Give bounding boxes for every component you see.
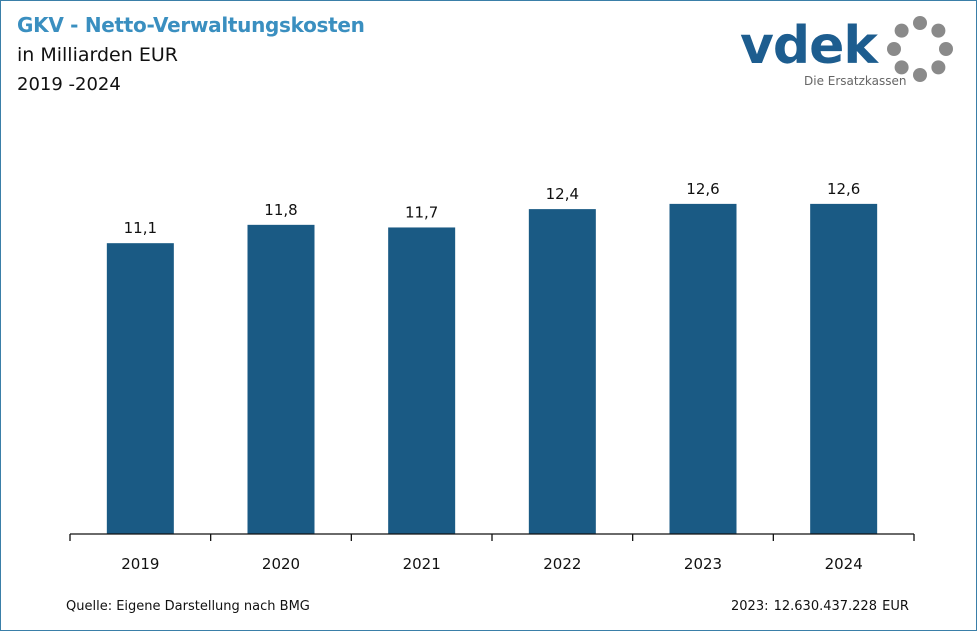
logo-ring-dot [931,23,946,38]
data-label: 11,1 [124,219,157,237]
x-tick-label: 2022 [543,555,581,573]
data-label: 12,6 [686,180,719,198]
logo-ring-dot [913,68,927,82]
bar-2023 [669,203,737,534]
data-label: 11,8 [264,201,297,219]
x-tick-label: 2020 [262,555,300,573]
source-note: Quelle: Eigene Darstellung nach BMG [66,599,310,614]
x-tick-label: 2019 [121,555,159,573]
bar-2021 [388,227,456,534]
bar-2020 [247,224,315,534]
logo-ring-dot [887,42,901,56]
data-label: 12,4 [546,185,579,203]
bar-2022 [528,209,596,534]
data-label: 12,6 [827,180,860,198]
chart-title: GKV - Netto-Verwaltungskosten [17,13,365,37]
x-tick-label: 2021 [403,555,441,573]
x-tick-label: 2024 [825,555,863,573]
logo-tagline: Die Ersatzkassen [804,74,907,88]
chart-subtitle: in Milliarden EUR [17,44,178,66]
logo-ring-dot [894,23,909,38]
chart-year-range: 2019 -2024 [17,74,121,95]
logo-ring-dot [931,60,946,75]
bar-2024 [810,203,878,534]
logo-ring-icon [887,16,953,82]
vdek-logo: vdek Die Ersatzkassen [740,16,960,96]
logo-ring-dot [894,60,909,75]
data-label: 11,7 [405,203,438,221]
logo-ring-dot [913,16,927,30]
logo-ring-dot [939,42,953,56]
logo-wordmark: vdek [740,16,878,76]
total-note: 2023: 12.630.437.228 EUR [731,599,909,614]
x-tick-label: 2023 [684,555,722,573]
bar-2019 [106,243,174,534]
